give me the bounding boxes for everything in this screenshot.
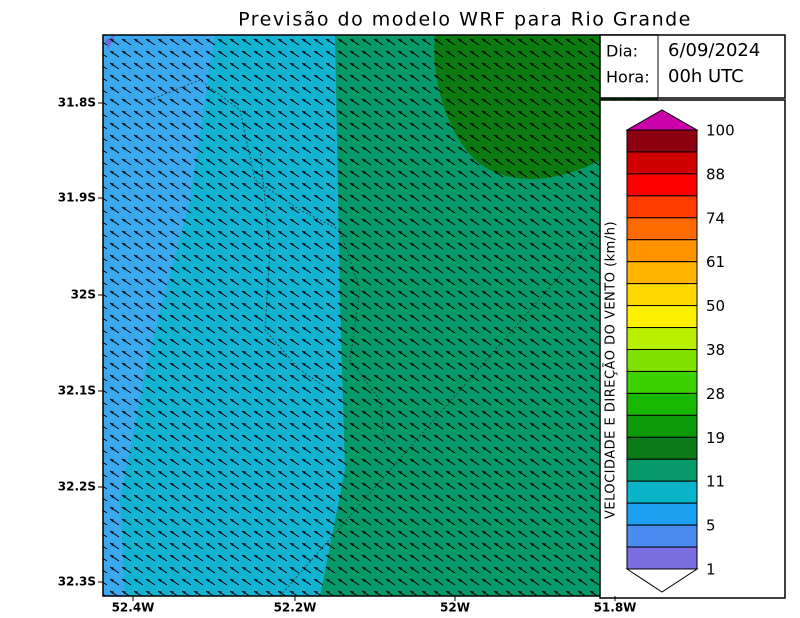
lon-label: 52.2W [274,601,317,615]
colorbar-segment [626,283,698,307]
lon-label: 52.4W [112,601,155,615]
wind-vectors [103,35,657,596]
colorbar-segment [626,458,698,482]
colorbar-segment [626,524,698,548]
colorbar-label: 88 [706,165,725,183]
colorbar: 100 88 74 61 50 38 28 19 11 5 1 [625,109,735,593]
colorbar-segment [626,151,698,175]
lat-label: 32.1S [58,384,96,398]
colorbar-label: 11 [706,473,725,491]
colorbar-segment [626,173,698,197]
map-area [103,35,657,596]
info-box [599,34,786,99]
colorbar-label: 100 [706,122,735,140]
colorbar-segment [626,414,698,438]
lat-label: 31.9S [58,191,96,205]
colorbar-bottom [625,568,699,593]
colorbar-segment [626,305,698,329]
colorbar-label: 38 [706,341,725,359]
colorbar-label: 28 [706,385,725,403]
colorbar-label: 1 [706,561,716,579]
lat-label: 31.8S [58,96,96,110]
lon-label: 52W [440,601,470,615]
colorbar-segment [626,239,698,263]
lat-label: 32S [71,288,96,302]
legend-title: VELOCIDADE E DIREÇÃO DO VENTO (km/h) [603,221,619,519]
lon-label: 51.8W [594,601,637,615]
colorbar-label: 74 [706,209,725,227]
colorbar-segment [626,195,698,219]
hour-label: Hora: [606,68,650,87]
day: 6/09/2024 [668,40,760,61]
colorbar-label: 50 [706,297,725,315]
colorbar-label: 61 [706,253,725,271]
colorbar-segment [626,261,698,285]
colorbar-segment [626,436,698,460]
colorbar-segment [626,480,698,504]
title: Previsão do modelo WRF para Rio Grande [238,9,692,31]
colorbar-segment [626,217,698,241]
colorbar-label: 19 [706,429,725,447]
colorbar-label: 5 [706,517,716,535]
colorbar-segment [626,392,698,416]
day-label: Dia: [606,42,638,61]
colorbar-segment [626,502,698,526]
colorbar-segment [626,129,698,153]
colorbar-segment [626,349,698,372]
hour: 00h UTC [668,66,744,87]
lat-label: 32.3S [58,575,96,589]
colorbar-segment [626,546,698,570]
colorbar-segment [626,327,698,350]
colorbar-segment [626,370,698,394]
lat-label: 32.2S [58,480,96,494]
